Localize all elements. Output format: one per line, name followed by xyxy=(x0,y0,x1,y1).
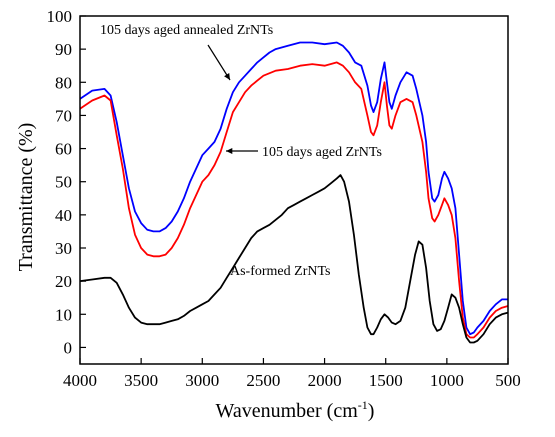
y-tick-label: 60 xyxy=(55,140,72,159)
x-tick-label: 3500 xyxy=(124,371,158,390)
y-tick-label: 90 xyxy=(55,40,72,59)
x-tick-label: 2000 xyxy=(308,371,342,390)
x-tick-label: 1500 xyxy=(369,371,403,390)
y-tick-label: 50 xyxy=(55,173,72,192)
x-tick-label: 3000 xyxy=(185,371,219,390)
annotation-arrowhead-1 xyxy=(224,73,230,80)
annotation-label-2: 105 days aged ZrNTs xyxy=(262,145,382,160)
series-line-2 xyxy=(79,61,509,339)
y-tick-label: 70 xyxy=(55,106,72,125)
series-line-1 xyxy=(79,41,508,336)
annotation-label-1: 105 days aged annealed ZrNTs xyxy=(100,23,273,38)
y-tick-label: 40 xyxy=(55,206,72,225)
plot-frame xyxy=(79,15,509,365)
y-axis-title: Transmittance (%) xyxy=(15,123,37,272)
y-tick-label: 30 xyxy=(55,239,72,258)
annotations: 105 days aged annealed ZrNTs 105 days age… xyxy=(100,23,382,279)
annotation-arrow-1 xyxy=(207,44,231,81)
y-tick-label: 80 xyxy=(55,73,72,92)
y-tick-label: 0 xyxy=(64,338,73,357)
y-tick-label: 20 xyxy=(55,272,72,291)
annotation-arrowhead-2 xyxy=(226,147,233,155)
x-axis-title: Wavenumber (cm-1) xyxy=(216,398,375,422)
x-tick-label: 500 xyxy=(495,371,521,390)
x-axis-title-main: Wavenumber (cm xyxy=(216,400,359,422)
y-tick-label: 10 xyxy=(55,305,72,324)
series-line-3 xyxy=(79,174,509,344)
x-tick-label: 4000 xyxy=(63,371,97,390)
y-tick-label: 100 xyxy=(47,7,73,26)
axes-group: 4000 3500 3000 2500 2000 1500 1000 500 0 10 20 30 40… xyxy=(47,7,521,390)
series-group xyxy=(79,41,509,344)
x-tick-label: 2500 xyxy=(246,371,280,390)
x-axis-title-end: ) xyxy=(368,400,375,422)
x-tick-label: 1000 xyxy=(430,371,464,390)
annotation-label-3: As-formed ZrNTs xyxy=(230,264,331,279)
x-axis-title-superscript: -1 xyxy=(358,398,368,412)
